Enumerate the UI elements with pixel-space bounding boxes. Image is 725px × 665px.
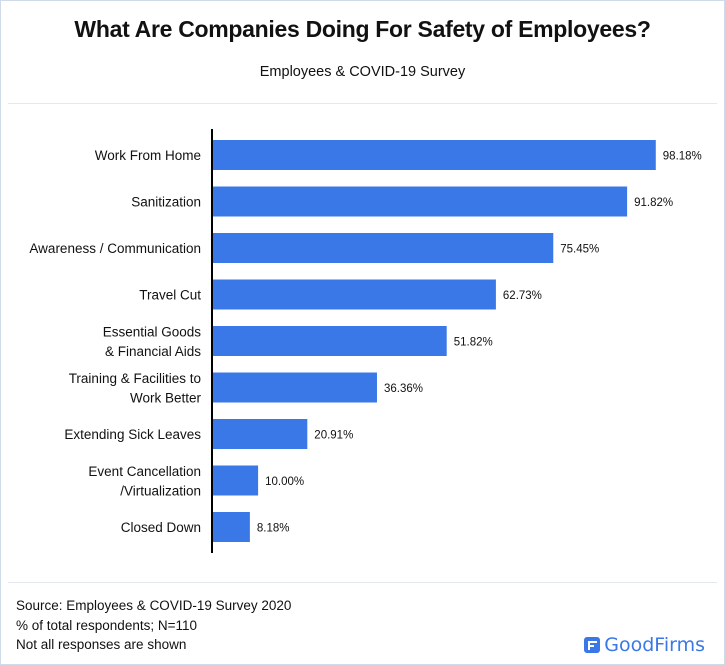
category-label: Extending Sick Leaves [64,427,201,442]
category-label-line: Work Better [130,390,202,405]
goodfirms-logo: GoodFirms [584,634,705,656]
category-label-line: /Virtualization [120,483,201,498]
data-label: 75.45% [560,244,599,256]
header-divider [8,103,717,104]
bar [213,372,377,403]
disclaimer-line: Not all responses are shown [16,637,187,652]
bar [213,186,628,217]
data-label: 62.73% [503,290,542,302]
data-label: 91.82% [634,197,673,209]
chart-title: What Are Companies Doing For Safety of E… [74,16,651,42]
category-label-line: Closed Down [121,520,201,535]
category-label: Awareness / Communication [29,241,201,256]
source-line: Source: Employees & COVID-19 Survey 2020 [16,598,292,613]
bar [213,419,308,449]
category-label: Closed Down [121,520,201,535]
category-label: Training & Facilities to Work Better [69,371,202,406]
respondents-line: % of total respondents; N=110 [16,617,197,633]
bar [213,512,250,542]
category-label: Event Cancellation/Virtualization [88,464,201,499]
goodfirms-logo-icon [584,637,601,653]
bar [213,233,554,263]
category-label: Essential Goods & Financial Aids [103,324,202,359]
category-label-line: Extending Sick Leaves [64,427,201,442]
data-label: 36.36% [384,383,423,395]
category-label-line: Sanitization [131,195,201,210]
data-label: 8.18% [257,523,290,535]
bar [213,279,496,310]
bar-chart: 98.18% Work From Home 91.82% Sanitization 75… [29,129,702,553]
category-label: Travel Cut [139,288,201,303]
source-notes: Source: Employees & COVID-19 Survey 2020… [16,596,291,655]
data-label: 98.18% [663,151,702,163]
bar [213,140,656,170]
brand-name: GoodFirms [604,634,705,656]
bar [213,465,259,496]
category-label: Work From Home [95,148,201,163]
data-label: 51.82% [454,337,493,349]
bar [213,326,447,356]
category-label-line: Event Cancellation [88,464,201,479]
data-label: 20.91% [314,430,353,442]
data-label: 10.00% [265,476,304,488]
category-label: Sanitization [131,195,201,210]
category-label-line: Travel Cut [139,288,201,303]
chart-subtitle: Employees & COVID-19 Survey [259,64,466,80]
category-label-line: Essential Goods [103,324,202,339]
category-label-line: Awareness / Communication [29,241,201,256]
category-label-line: Training & Facilities to [69,371,201,386]
category-label-line: & Financial Aids [105,344,201,359]
category-label-line: Work From Home [95,148,201,163]
footer-divider [8,582,717,583]
